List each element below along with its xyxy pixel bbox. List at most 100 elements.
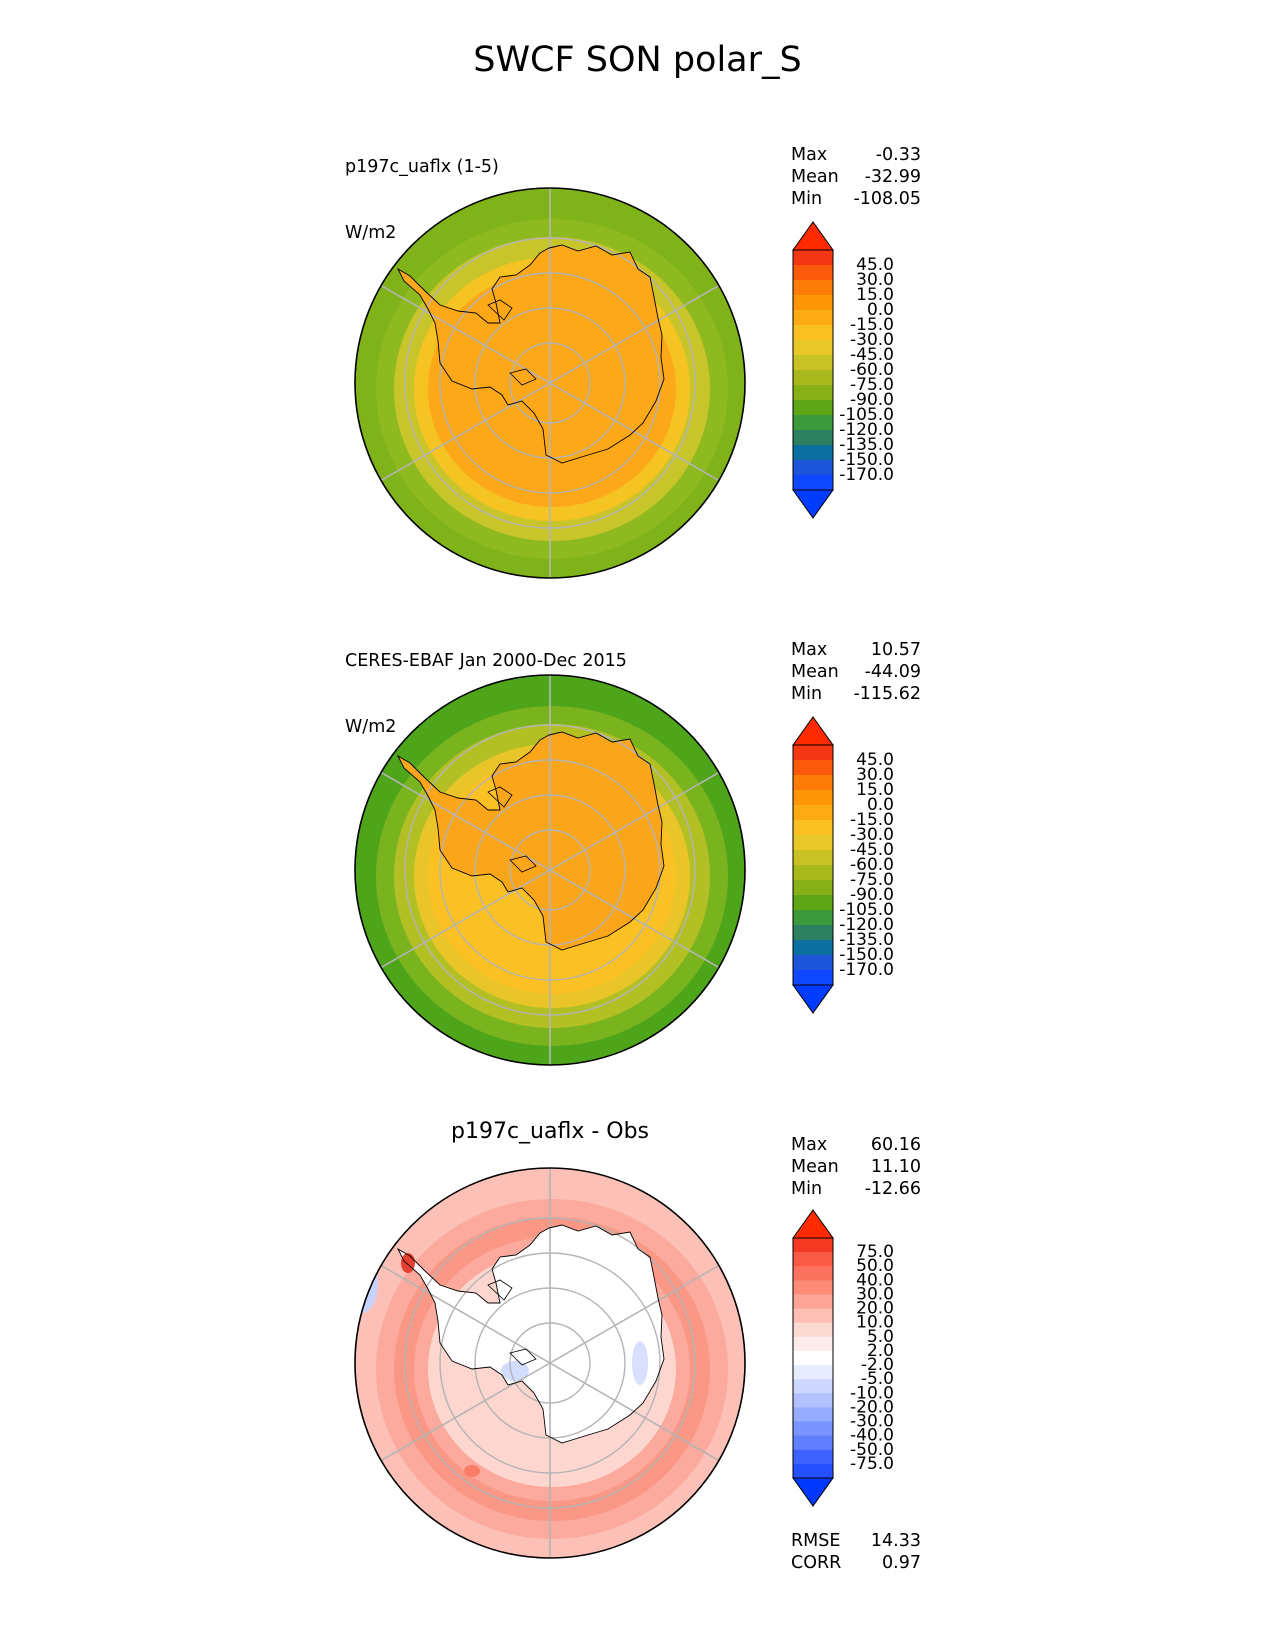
map-boundary bbox=[354, 674, 746, 1066]
panel-1-colorbar: 45.030.015.00.0-15.0-30.0-45.0-60.0-75.0… bbox=[792, 221, 894, 519]
colorbar-bin bbox=[793, 940, 833, 956]
colorbar-tick-label: -150.0 bbox=[839, 945, 894, 965]
colorbar-tick-label: -120.0 bbox=[839, 915, 894, 935]
colorbar-tick-label: 50.0 bbox=[856, 1256, 894, 1276]
colorbar-tick-label: 0.0 bbox=[867, 300, 894, 320]
colorbar-tick-label: -60.0 bbox=[850, 855, 894, 875]
panel-1-stats: Max -0.33 Mean -32.99 Min -108.05 bbox=[791, 144, 921, 210]
colorbar-extend-top bbox=[792, 1209, 834, 1239]
colorbar-bin bbox=[793, 1336, 833, 1352]
colorbar-tick-label: -45.0 bbox=[850, 840, 894, 860]
colorbar-tick-label: 30.0 bbox=[856, 270, 894, 290]
longitude-line bbox=[380, 771, 720, 969]
figure-title: SWCF SON polar_S bbox=[473, 40, 802, 80]
colorbar-tick-label: -120.0 bbox=[839, 420, 894, 440]
colorbar-tick-label: 2.0 bbox=[867, 1341, 894, 1361]
ice-shelf-coastline bbox=[509, 368, 537, 386]
colorbar-bin bbox=[793, 1350, 833, 1366]
stat-mean: Mean 11.10 bbox=[791, 1157, 921, 1177]
colorbar-bin bbox=[793, 1238, 833, 1253]
colorbar-bin bbox=[793, 1407, 833, 1423]
colorbar-tick-label: -20.0 bbox=[850, 1397, 894, 1417]
panel-2-label: CERES-EBAF Jan 2000-Dec 2015 W/m2 bbox=[345, 606, 627, 760]
field-interior bbox=[398, 732, 664, 950]
longitude-line bbox=[380, 1264, 720, 1462]
panel-3-stats: Max 60.16 Mean 11.10 Min -12.66 bbox=[791, 1134, 921, 1200]
colorbar-bin bbox=[793, 310, 833, 326]
panel-3-title: p197c_uaflx - Obs bbox=[450, 1119, 650, 1144]
colorbar-tick-label: -40.0 bbox=[850, 1426, 894, 1446]
panel-2-colorbar: 45.030.015.00.0-15.0-30.0-45.0-60.0-75.0… bbox=[792, 716, 894, 1014]
colorbar-bin bbox=[793, 1365, 833, 1380]
colorbar-tick-label: -75.0 bbox=[850, 375, 894, 395]
colorbar-bin bbox=[793, 895, 833, 911]
colorbar-bin bbox=[793, 1379, 833, 1394]
panel-3-polar-map bbox=[354, 1167, 746, 1559]
colorbar-tick-label: 40.0 bbox=[856, 1270, 894, 1290]
map-boundary bbox=[354, 187, 746, 579]
colorbar-bin bbox=[793, 1308, 833, 1324]
stat-max: Max 60.16 bbox=[791, 1135, 921, 1155]
panel-2-units-label: W/m2 bbox=[345, 717, 397, 737]
colorbar-tick-label: 15.0 bbox=[856, 780, 894, 800]
metric-rmse: RMSE 14.33 bbox=[791, 1531, 921, 1551]
colorbar-tick-label: -50.0 bbox=[850, 1440, 894, 1460]
colorbar-frame bbox=[792, 744, 834, 986]
colorbar-tick-label: -135.0 bbox=[839, 930, 894, 950]
panel-2-case-label: CERES-EBAF Jan 2000-Dec 2015 bbox=[345, 651, 627, 671]
panel-2-polar-map bbox=[354, 674, 746, 1066]
colorbar-bin bbox=[793, 415, 833, 431]
colorbar-bin bbox=[793, 1294, 833, 1310]
colorbar-bin bbox=[793, 775, 833, 791]
field-anomaly bbox=[355, 1253, 378, 1313]
colorbar-bin bbox=[793, 925, 833, 941]
colorbar-bin bbox=[793, 1421, 833, 1437]
ice-shelf-coastline bbox=[487, 299, 513, 321]
ice-shelf-coastline bbox=[509, 1348, 537, 1366]
colorbar-bin bbox=[793, 295, 833, 311]
colorbar-bin bbox=[793, 265, 833, 281]
panel-1-label: p197c_uaflx (1-5) W/m2 bbox=[345, 112, 499, 266]
map-boundary bbox=[354, 1167, 746, 1559]
stat-min: Min -108.05 bbox=[791, 189, 921, 209]
colorbar-extend-top bbox=[792, 716, 834, 746]
colorbar-bin bbox=[793, 805, 833, 821]
colorbar-tick-label: -105.0 bbox=[839, 405, 894, 425]
colorbar-bin bbox=[793, 475, 833, 491]
colorbar-bin bbox=[793, 1449, 833, 1465]
colorbar-bin bbox=[793, 850, 833, 866]
colorbar-tick-label: 45.0 bbox=[856, 255, 894, 275]
ice-shelf-coastline bbox=[487, 1279, 513, 1301]
ice-shelf-coastline bbox=[487, 786, 513, 808]
colorbar-bin bbox=[793, 760, 833, 776]
colorbar-bin bbox=[793, 880, 833, 896]
colorbar-bin bbox=[793, 430, 833, 446]
colorbar-extend-top bbox=[792, 221, 834, 251]
colorbar-bin bbox=[793, 1393, 833, 1408]
panel-3-colorbar: 75.050.040.030.020.010.05.02.0-2.0-5.0-1… bbox=[792, 1209, 894, 1507]
field-layer bbox=[355, 1168, 745, 1558]
colorbar-bin bbox=[793, 835, 833, 851]
metric-corr: CORR 0.97 bbox=[791, 1553, 921, 1573]
colorbar-bin bbox=[793, 1266, 833, 1281]
colorbar-tick-label: 20.0 bbox=[856, 1299, 894, 1319]
ice-shelf-coastline bbox=[509, 855, 537, 873]
stat-mean: Mean -32.99 bbox=[791, 167, 921, 187]
colorbar-bin bbox=[793, 460, 833, 476]
colorbar-tick-label: -30.0 bbox=[850, 825, 894, 845]
colorbar-tick-label: -2.0 bbox=[861, 1355, 894, 1375]
antarctica-coastline bbox=[396, 731, 665, 951]
antarctica-coastline bbox=[396, 1224, 665, 1444]
colorbar-tick-label: -75.0 bbox=[850, 1454, 894, 1474]
field-interior bbox=[398, 245, 664, 463]
colorbar-bin bbox=[793, 325, 833, 341]
colorbar-bin bbox=[793, 340, 833, 356]
colorbar-bin bbox=[793, 355, 833, 371]
stat-min: Min -12.66 bbox=[791, 1179, 921, 1199]
field-anomaly bbox=[464, 1465, 480, 1477]
panel-1-units-label: W/m2 bbox=[345, 223, 397, 243]
colorbar-bin bbox=[793, 1435, 833, 1451]
colorbar-tick-label: -75.0 bbox=[850, 870, 894, 890]
colorbar-bin bbox=[793, 865, 833, 881]
colorbar-tick-label: -30.0 bbox=[850, 330, 894, 350]
